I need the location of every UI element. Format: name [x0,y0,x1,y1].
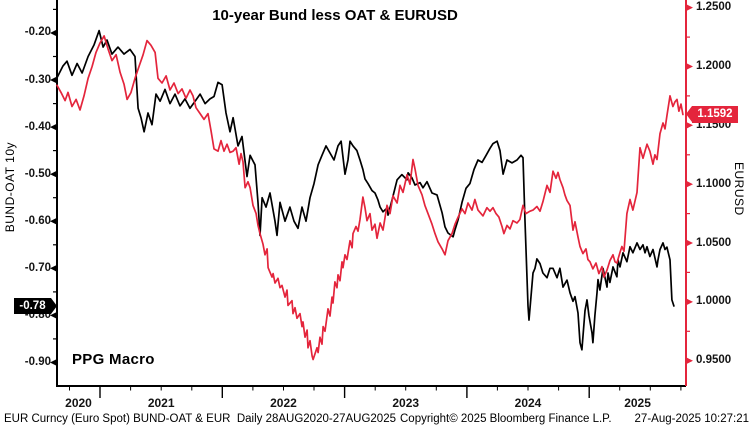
chart-title: 10-year Bund less OAT & EURUSD [212,7,458,24]
right-tick-label: 1.0000 [696,295,732,308]
last-price-badge-eurusd: 1.1592 [686,106,738,123]
year-label: 2023 [392,396,420,410]
right-tick-label: 1.1000 [696,177,732,190]
footer-security-description: EUR Curncy (Euro Spot) BUND-OAT & EUR Da… [4,413,396,425]
left-tick-label: -0.60 [24,214,51,227]
left-tick-label: -0.30 [24,73,51,86]
watermark-ppg-macro: PPG Macro [72,351,155,368]
eurusd-line [56,35,684,361]
last-price-badge-bund-oat: -0.78 [14,297,57,314]
right-tick-label: 0.9500 [696,354,732,367]
year-label: 2020 [65,396,92,410]
left-tick-label: -0.70 [24,261,51,274]
left-tick-label: -0.50 [24,167,51,180]
footer-timestamp: 27-Aug-2025 10:27:21 [634,413,749,425]
right-tick-label: 1.2000 [696,59,732,72]
bund-oat-spread-line [56,29,675,351]
left-tick-label: -0.20 [24,26,51,39]
right-tick-label: 1.0500 [696,236,732,249]
year-label: 2021 [147,396,175,410]
year-label: 2022 [270,396,297,410]
right-tick-label: 1.2500 [696,1,732,14]
left-tick-label: -0.40 [24,120,51,133]
left-tick-label: -0.90 [24,355,51,368]
year-label: 2025 [624,396,651,410]
footer-copyright: Copyright© 2025 Bloomberg Finance L.P. [400,413,612,425]
right-axis-title: EURUSD [732,162,746,216]
year-label: 2024 [514,396,542,410]
